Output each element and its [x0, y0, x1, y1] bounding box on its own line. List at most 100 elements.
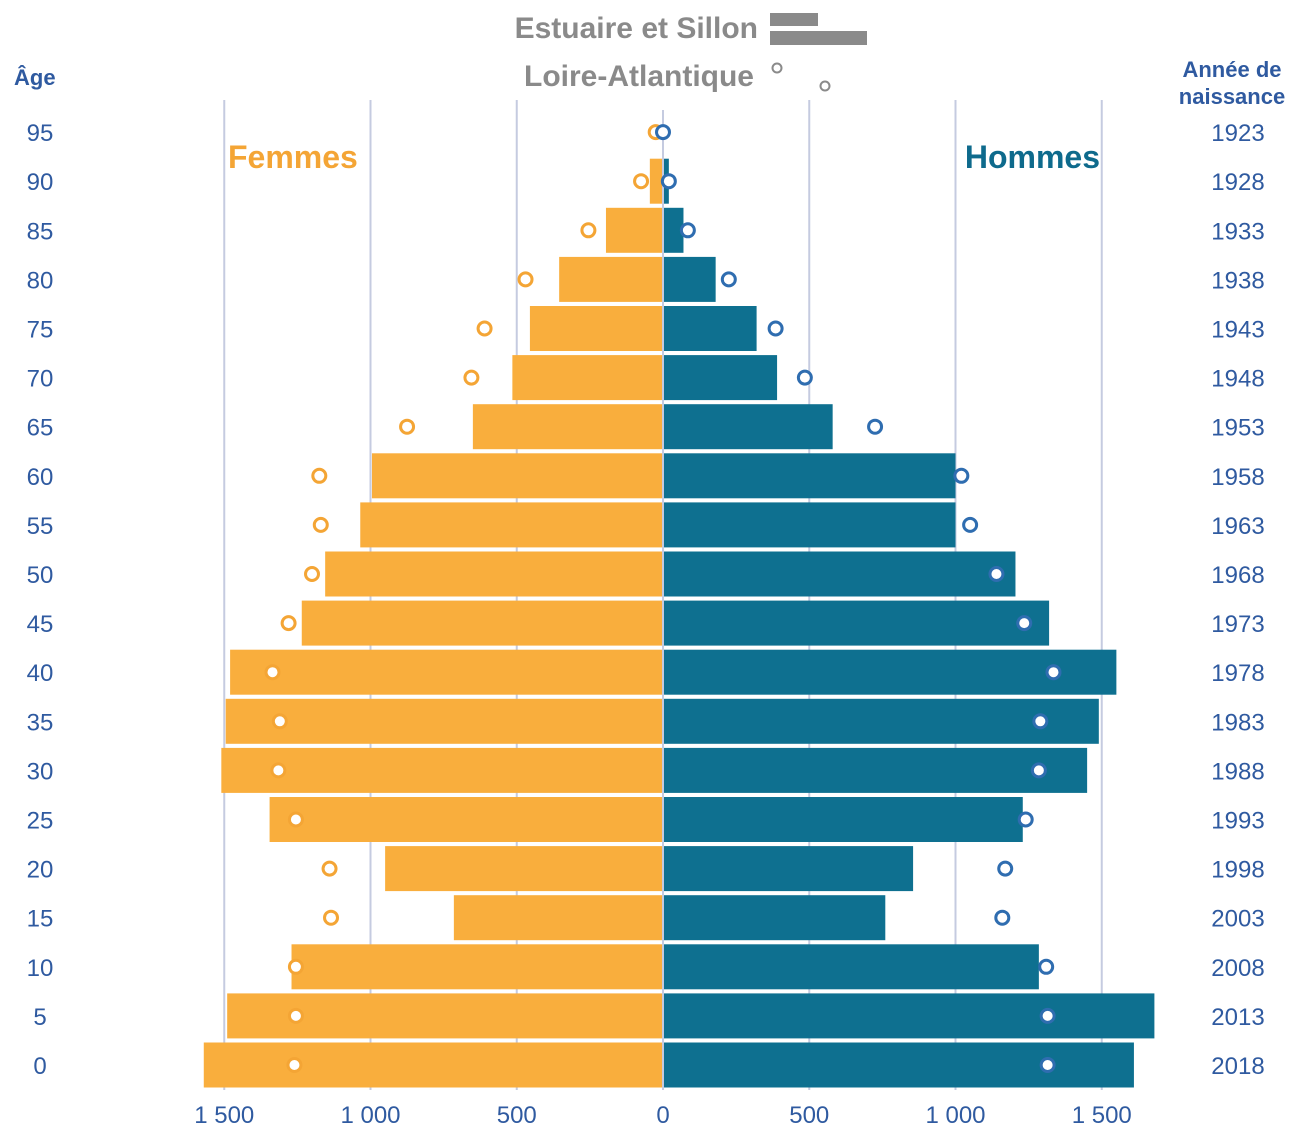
female-bar	[385, 846, 663, 892]
female-bar	[325, 551, 663, 597]
male-loire-atlantique-marker	[660, 173, 677, 190]
age-axis-title: Âge	[14, 65, 56, 90]
birth-year-tick-label: 1998	[1211, 857, 1264, 884]
female-loire-atlantique-marker	[312, 516, 329, 533]
x-tick-label: 1 000	[340, 1102, 400, 1129]
male-loire-atlantique-marker	[720, 271, 737, 288]
female-bar	[203, 1042, 663, 1088]
female-loire-atlantique-marker	[280, 615, 297, 632]
legend: Estuaire et Sillon Loire-Atlantique	[515, 12, 867, 93]
female-bar	[371, 453, 663, 499]
male-bar	[663, 256, 716, 302]
male-loire-atlantique-marker	[1017, 811, 1034, 828]
male-bar	[663, 698, 1099, 744]
birth-year-tick-label: 1978	[1211, 660, 1264, 687]
x-tick-label: 1 500	[1072, 1102, 1132, 1129]
female-loire-atlantique-marker	[271, 713, 288, 730]
legend-circle-marker-small	[771, 62, 783, 74]
male-loire-atlantique-marker	[953, 467, 970, 484]
female-bar	[529, 306, 663, 351]
female-bar	[559, 256, 663, 302]
female-bar	[301, 600, 663, 646]
female-loire-atlantique-marker	[287, 811, 304, 828]
male-bar	[663, 551, 1016, 597]
female-bar	[605, 207, 663, 253]
birth-year-tick-label: 1958	[1211, 464, 1264, 491]
age-tick-label: 60	[27, 464, 54, 491]
male-bar	[663, 747, 1088, 793]
x-tick-label: 1 000	[925, 1102, 985, 1129]
legend-bar-marker-large	[770, 31, 867, 45]
female-bar	[512, 355, 663, 401]
age-tick-label: 65	[27, 415, 54, 442]
age-tick-label: 30	[27, 758, 54, 785]
birth-year-tick-label: 1933	[1211, 218, 1264, 245]
age-tick-label: 50	[27, 562, 54, 589]
x-tick-label: 500	[789, 1102, 829, 1129]
legend-circle-marker-large	[819, 80, 831, 92]
male-loire-atlantique-marker	[1030, 762, 1047, 779]
legend-label-loire-atlantique: Loire-Atlantique	[524, 60, 754, 93]
male-loire-atlantique-marker	[997, 860, 1014, 877]
birth-year-axis-title-line2: naissance	[1179, 84, 1285, 109]
male-bar	[663, 797, 1023, 842]
male-loire-atlantique-marker	[1038, 958, 1055, 975]
male-bar	[663, 502, 956, 548]
female-bar	[453, 895, 663, 941]
birth-year-axis-title-line1: Année de	[1182, 57, 1281, 82]
female-loire-atlantique-marker	[399, 418, 416, 435]
male-loire-atlantique-marker	[796, 369, 813, 386]
female-loire-atlantique-marker	[287, 1007, 304, 1024]
male-bar	[663, 944, 1039, 990]
age-tick-label: 15	[27, 906, 54, 933]
age-tick-label: 75	[27, 317, 54, 344]
x-tick-label: 0	[656, 1102, 669, 1129]
female-side-label: Femmes	[228, 139, 358, 175]
age-tick-label: 45	[27, 611, 54, 638]
male-bar	[663, 207, 684, 253]
age-tick-label: 70	[27, 366, 54, 393]
female-bar	[291, 944, 663, 990]
female-loire-atlantique-marker	[323, 909, 340, 926]
birth-year-tick-label: 2008	[1211, 955, 1264, 982]
female-loire-atlantique-marker	[286, 1057, 303, 1073]
male-loire-atlantique-marker	[962, 516, 979, 533]
female-bar	[225, 698, 663, 744]
tick-labels: 0 2018 5 2013 10 2008 15 2003 20 1998 25 1993 30 1988…	[27, 120, 1265, 1129]
female-bar	[221, 747, 663, 793]
birth-year-tick-label: 1968	[1211, 562, 1264, 589]
female-loire-atlantique-marker	[463, 369, 480, 386]
legend-label-estuaire: Estuaire et Sillon	[515, 12, 758, 45]
male-loire-atlantique-marker	[994, 909, 1011, 926]
male-loire-atlantique-marker	[867, 418, 884, 435]
male-bar	[663, 993, 1155, 1039]
birth-year-tick-label: 1938	[1211, 267, 1264, 294]
female-loire-atlantique-marker	[633, 173, 650, 190]
female-bar	[230, 649, 663, 695]
female-loire-atlantique-marker	[321, 860, 338, 877]
age-tick-label: 20	[27, 857, 54, 884]
birth-year-tick-label: 1983	[1211, 709, 1264, 736]
male-loire-atlantique-marker	[1032, 713, 1049, 730]
female-loire-atlantique-marker	[287, 958, 304, 975]
birth-year-tick-label: 1988	[1211, 758, 1264, 785]
legend-bar-marker-small	[770, 13, 818, 26]
male-loire-atlantique-marker	[1039, 1057, 1056, 1073]
age-tick-label: 90	[27, 169, 54, 196]
male-bar	[663, 1042, 1134, 1088]
age-tick-label: 0	[33, 1053, 46, 1080]
male-loire-atlantique-marker	[1045, 664, 1062, 681]
birth-year-tick-label: 1973	[1211, 611, 1264, 638]
male-loire-atlantique-marker	[988, 566, 1005, 582]
age-tick-label: 40	[27, 660, 54, 687]
birth-year-tick-label: 1993	[1211, 808, 1264, 835]
male-bar	[663, 649, 1117, 695]
male-loire-atlantique-marker	[1016, 615, 1033, 632]
male-bar	[663, 600, 1050, 646]
birth-year-tick-label: 2018	[1211, 1053, 1264, 1080]
birth-year-tick-label: 1963	[1211, 513, 1264, 540]
female-loire-atlantique-marker	[264, 664, 281, 681]
birth-year-tick-label: 1953	[1211, 415, 1264, 442]
birth-year-tick-label: 1943	[1211, 317, 1264, 344]
